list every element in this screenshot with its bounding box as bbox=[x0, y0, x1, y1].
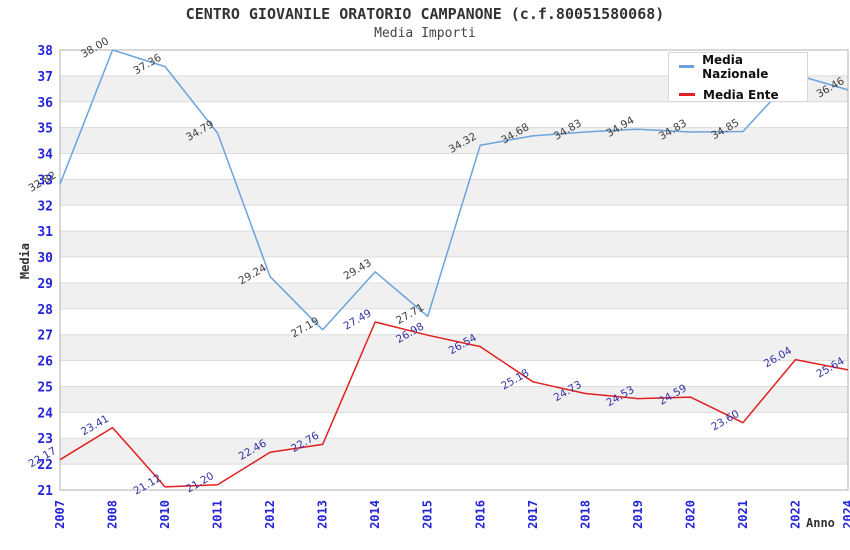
y-tick-label: 36 bbox=[37, 96, 53, 111]
x-tick-label: 2022 bbox=[788, 500, 802, 529]
chart-title: CENTRO GIOVANILE ORATORIO CAMPANONE (c.f… bbox=[185, 5, 665, 23]
x-tick-label: 2008 bbox=[106, 500, 120, 529]
x-tick-label: 2019 bbox=[631, 500, 645, 529]
x-tick-label: 2014 bbox=[368, 500, 382, 529]
plot-frame bbox=[59, 49, 849, 491]
y-tick-label: 26 bbox=[37, 355, 53, 370]
y-tick-label: 21 bbox=[37, 484, 53, 499]
y-tick-label: 28 bbox=[37, 303, 53, 318]
y-tick-label: 30 bbox=[37, 251, 53, 266]
x-tick-label: 2011 bbox=[211, 500, 225, 529]
plot-stripe bbox=[60, 205, 848, 232]
y-tick-label: 38 bbox=[37, 44, 53, 59]
x-tick-label: 2016 bbox=[473, 500, 487, 529]
y-tick-label: 34 bbox=[37, 148, 53, 163]
plot-stripe bbox=[60, 438, 848, 465]
series-line-media-nazionale bbox=[59, 49, 849, 331]
x-axis-label: Anno bbox=[806, 516, 835, 530]
x-tick-label: 2024 bbox=[841, 500, 850, 529]
plot-stripe bbox=[60, 386, 848, 413]
legend-label-media-ente: Media Ente bbox=[703, 87, 779, 102]
y-axis-label: Media bbox=[18, 243, 32, 280]
x-tick-label: 2020 bbox=[683, 500, 697, 529]
y-tick-label: 33 bbox=[37, 173, 53, 188]
legend-swatch-red-line-icon bbox=[679, 93, 695, 96]
y-tick-label: 22 bbox=[37, 458, 53, 473]
legend: Media Nazionale Media Ente bbox=[668, 52, 808, 102]
plot-stripe bbox=[60, 231, 848, 258]
x-tick-label: 2007 bbox=[53, 500, 67, 529]
plot-stripe bbox=[60, 282, 848, 309]
y-tick-label: 23 bbox=[37, 432, 53, 447]
plot-stripe bbox=[60, 179, 848, 206]
legend-item-media-ente: Media Ente bbox=[679, 88, 807, 102]
y-tick-label: 32 bbox=[37, 199, 53, 214]
y-tick-label: 29 bbox=[37, 277, 53, 292]
y-tick-label: 31 bbox=[37, 225, 53, 240]
x-tick-label: 2012 bbox=[263, 500, 277, 529]
series-line-media-ente bbox=[59, 321, 849, 488]
plot-stripe bbox=[60, 153, 848, 180]
x-tick-label: 2018 bbox=[578, 500, 592, 529]
legend-label-media-nazionale: Media Nazionale bbox=[702, 52, 769, 81]
legend-item-media-nazionale: Media Nazionale bbox=[679, 53, 807, 81]
x-tick-label: 2017 bbox=[526, 500, 540, 529]
y-tick-label: 24 bbox=[37, 406, 53, 421]
plot-stripe bbox=[60, 412, 848, 439]
plot-stripe bbox=[60, 334, 848, 361]
x-tick-label: 2021 bbox=[736, 500, 750, 529]
legend-swatch-blue-line-icon bbox=[679, 65, 695, 68]
y-tick-label: 25 bbox=[37, 380, 53, 395]
plot-stripe bbox=[60, 101, 848, 128]
y-tick-label: 27 bbox=[37, 329, 53, 344]
plot-stripe bbox=[60, 308, 848, 335]
x-tick-label: 2010 bbox=[158, 500, 172, 529]
x-tick-label: 2013 bbox=[316, 500, 330, 529]
plot-stripe bbox=[60, 257, 848, 283]
y-tick-label: 37 bbox=[37, 70, 53, 85]
y-tick-label: 35 bbox=[37, 122, 53, 137]
x-tick-label: 2015 bbox=[421, 500, 435, 529]
plot-stripe bbox=[60, 360, 848, 387]
chart-subtitle: Media Importi bbox=[374, 26, 476, 41]
